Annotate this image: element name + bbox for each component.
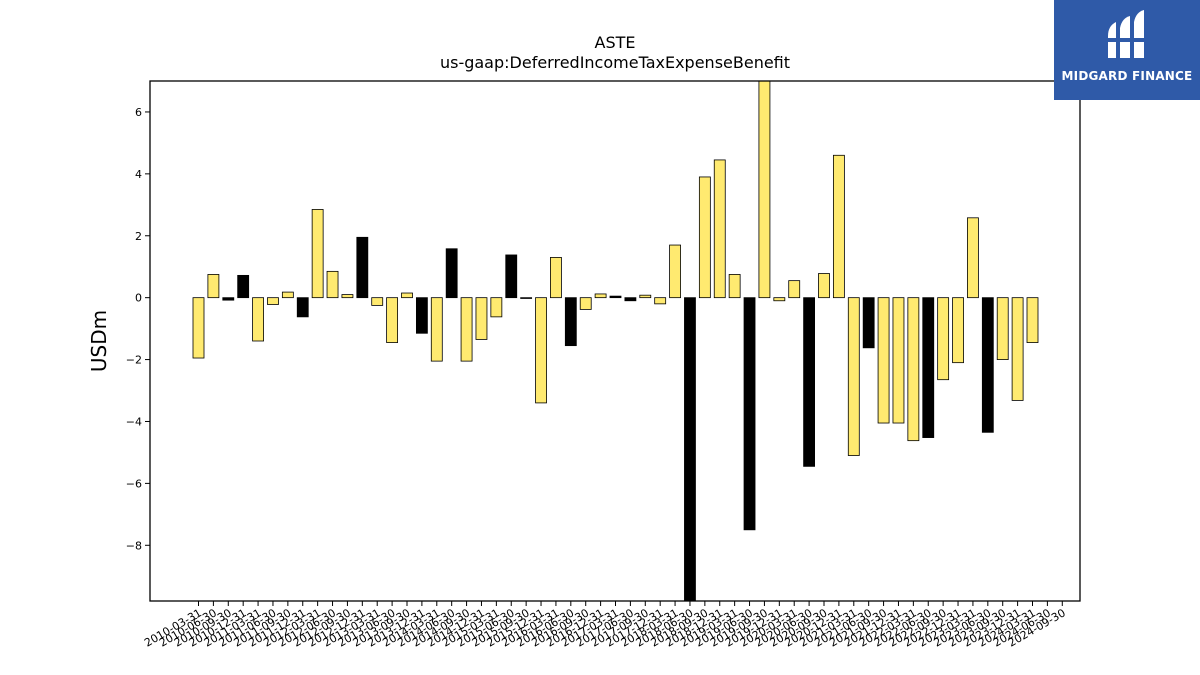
- bar-2021-09-30: [877, 297, 890, 424]
- bar-2022-03-31: [907, 297, 920, 442]
- bar-2015-03-31: [490, 297, 503, 318]
- bar-2016-03-31: [550, 257, 562, 299]
- bar-2012-03-31: [311, 209, 324, 299]
- bar-2014-03-31: [430, 297, 443, 362]
- bar-2011-12-31: [296, 297, 309, 318]
- bar-2020-09-30: [818, 273, 830, 299]
- bar-2020-12-31: [832, 154, 845, 299]
- chart-title: ASTE: [595, 33, 636, 52]
- y-axis-label: USDm: [87, 310, 111, 372]
- bar-2012-12-31: [356, 236, 369, 299]
- bar-2019-03-31: [728, 274, 741, 299]
- bar-2022-12-31: [952, 297, 964, 364]
- x-axis-ticks: 2010-03-312010-06-302010-09-302010-12-31…: [142, 601, 1068, 650]
- y-tick-label: 0: [135, 292, 142, 305]
- bar-2023-06-30: [981, 297, 994, 433]
- bar-2012-09-30: [341, 294, 354, 299]
- bar-2023-03-31: [967, 217, 979, 299]
- bar-2010-09-30: [222, 297, 235, 301]
- bar-2015-06-30: [505, 254, 518, 299]
- bar-2013-12-31: [415, 297, 428, 334]
- y-tick-label: −8: [126, 539, 142, 552]
- bar-2018-12-31: [713, 159, 726, 299]
- bar-2018-06-30: [684, 297, 696, 602]
- bar-2017-09-30: [639, 294, 652, 299]
- y-tick-label: 2: [135, 230, 142, 243]
- bar-2015-09-30: [520, 297, 533, 299]
- bar-2010-12-31: [237, 274, 250, 299]
- bar-2011-03-31: [252, 297, 264, 342]
- bar-2022-09-30: [937, 297, 950, 381]
- midgard-logo-icon: [1106, 10, 1146, 58]
- bar-2013-06-30: [386, 297, 399, 343]
- y-tick-label: −4: [126, 415, 142, 428]
- chart-subtitle: us-gaap:DeferredIncomeTaxExpenseBenefit: [440, 53, 790, 72]
- bar-2015-12-31: [535, 297, 547, 404]
- y-tick-label: 6: [135, 106, 142, 119]
- y-tick-label: 4: [135, 168, 142, 181]
- bar-2023-12-31: [1011, 297, 1024, 401]
- bar-2017-06-30: [624, 297, 637, 302]
- bar-2014-06-30: [445, 248, 458, 299]
- bar-2018-09-30: [698, 176, 711, 299]
- brand-name: MIDGARD FINANCE: [1061, 69, 1193, 83]
- bar-2010-03-31: [192, 297, 205, 359]
- bar-2011-09-30: [281, 291, 294, 299]
- bar-2023-09-30: [996, 297, 1009, 360]
- bar-2021-06-30: [862, 297, 875, 349]
- brand-logo: MIDGARD FINANCE: [1054, 0, 1200, 100]
- y-tick-label: −6: [126, 477, 142, 490]
- bar-2019-06-30: [743, 297, 756, 531]
- y-tick-label: −2: [126, 354, 142, 367]
- bar-2010-06-30: [207, 274, 220, 299]
- bar-2016-09-30: [579, 297, 592, 310]
- bar-2021-12-31: [892, 297, 905, 424]
- plot-frame: [149, 80, 1081, 602]
- bar-2013-03-31: [371, 297, 384, 306]
- bar-2016-06-30: [564, 297, 577, 347]
- bar-2014-12-31: [475, 297, 488, 340]
- bar-2020-06-30: [803, 297, 816, 467]
- bar-2020-03-31: [788, 280, 801, 299]
- bars-group: [192, 80, 1039, 602]
- bar-2019-12-31: [773, 297, 786, 302]
- bar-2013-09-30: [401, 292, 413, 299]
- bar-2024-03-31: [1026, 297, 1039, 343]
- bar-2017-12-31: [654, 297, 667, 305]
- bar-2018-03-31: [669, 244, 681, 299]
- bar-2011-06-30: [267, 297, 279, 305]
- bar-2014-09-30: [460, 297, 473, 362]
- bar-2017-03-31: [609, 295, 622, 299]
- bar-2019-09-30: [758, 80, 771, 299]
- bar-2021-03-31: [847, 297, 860, 456]
- bar-2016-12-31: [594, 293, 607, 299]
- bar-2022-06-30: [922, 297, 935, 438]
- bar-2012-06-30: [326, 270, 339, 299]
- y-axis-ticks: −8 −6 −4 −2 0 2 4 6: [126, 106, 150, 552]
